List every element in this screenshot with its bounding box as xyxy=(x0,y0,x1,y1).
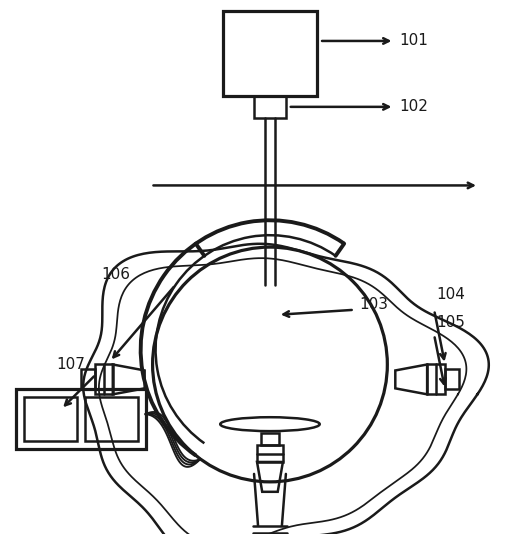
Text: 104: 104 xyxy=(436,287,465,302)
Text: 101: 101 xyxy=(399,34,428,49)
Bar xyxy=(254,96,286,118)
Text: 107: 107 xyxy=(56,357,85,372)
Text: 105: 105 xyxy=(436,315,465,330)
Bar xyxy=(85,398,138,441)
Text: 106: 106 xyxy=(101,268,130,282)
Bar xyxy=(223,11,317,96)
Text: 103: 103 xyxy=(360,297,389,312)
Bar xyxy=(16,389,146,449)
Bar xyxy=(24,398,77,441)
Text: 102: 102 xyxy=(399,100,428,114)
